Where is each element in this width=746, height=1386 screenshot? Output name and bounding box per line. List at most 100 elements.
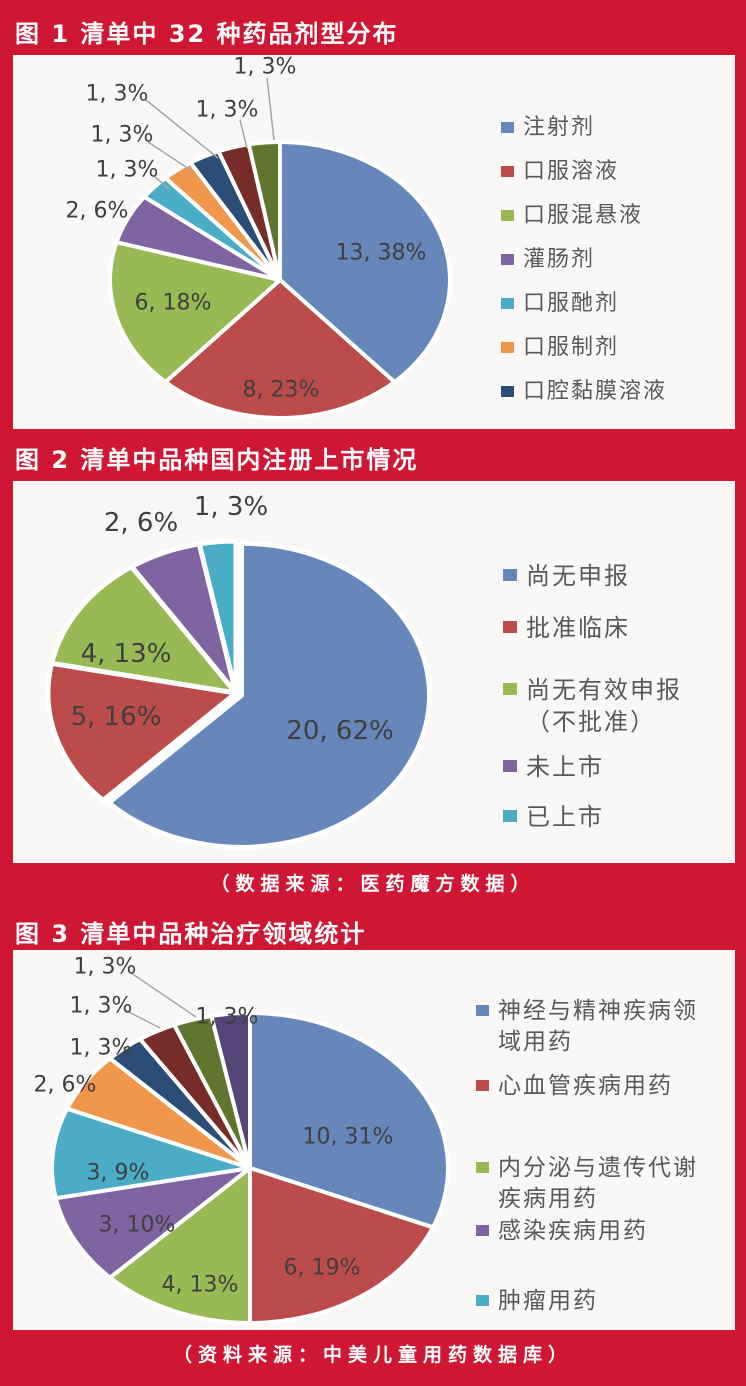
pie-data-label: 4, 13% bbox=[162, 1273, 239, 1298]
legend-item: 心血管疾病用药 bbox=[476, 1071, 673, 1102]
figure3-title: 图 3 清单中品种治疗领域统计 bbox=[15, 920, 367, 948]
legend-label: 灌肠剂 bbox=[523, 247, 596, 272]
label-leader-line bbox=[122, 1045, 130, 1049]
pie-data-label: 20, 62% bbox=[286, 716, 393, 746]
pie-data-label: 1, 3% bbox=[234, 55, 297, 80]
figure3-pie-chart: 10, 31% 6, 19% 4, 13% 3, 10% 3, 9% 2, 6% 1, 3%… bbox=[34, 955, 450, 1325]
legend-swatch bbox=[503, 760, 517, 772]
legend-item: 注射剂 bbox=[501, 113, 595, 143]
pie-data-label: 1, 3% bbox=[196, 98, 259, 123]
legend-item: 口服溶液 bbox=[501, 157, 619, 187]
pie-data-label: 1, 3% bbox=[91, 123, 154, 148]
pie-data-label: 1, 3% bbox=[86, 82, 149, 107]
pie-slice bbox=[248, 1166, 435, 1325]
legend-swatch bbox=[476, 1162, 489, 1173]
pie-slice bbox=[45, 660, 239, 803]
legend-label: 口服酏剂 bbox=[523, 291, 620, 316]
legend-item: 尚无有效申报 （不批准） bbox=[503, 674, 682, 739]
pie-data-label: 13, 38% bbox=[336, 241, 427, 266]
pie-slice bbox=[50, 1106, 252, 1201]
legend-swatch bbox=[501, 166, 514, 177]
legend-item: 内分泌与遗传代谢 疾病用药 bbox=[476, 1153, 698, 1215]
pie-data-label: 6, 19% bbox=[284, 1256, 361, 1281]
legend-label: 心血管疾病用药 bbox=[498, 1073, 673, 1099]
label-leader-line bbox=[124, 1009, 161, 1029]
pie-data-label: 3, 10% bbox=[99, 1213, 176, 1238]
pie-slice bbox=[163, 278, 397, 420]
pie-data-label: 1, 3% bbox=[70, 994, 133, 1019]
legend-item: 灌肠剂 bbox=[501, 245, 595, 275]
legend-swatch bbox=[503, 683, 517, 695]
pie-slice bbox=[108, 240, 282, 384]
legend-swatch bbox=[501, 122, 514, 133]
pie-slice bbox=[53, 1166, 252, 1280]
legend-label: 口服溶液 bbox=[523, 159, 620, 184]
legend-label: 注射剂 bbox=[523, 115, 596, 140]
legend-label: 口腔黏膜溶液 bbox=[523, 379, 668, 404]
label-leader-line bbox=[266, 77, 275, 141]
legend-swatch bbox=[476, 1295, 489, 1306]
legend-item: 感染疾病用药 bbox=[476, 1216, 648, 1247]
label-leader-line bbox=[145, 99, 219, 159]
legend-swatch bbox=[476, 1225, 489, 1236]
pie-data-label: 2, 6% bbox=[104, 508, 178, 538]
pie-data-label: 1, 3% bbox=[196, 1005, 259, 1030]
pie-slice bbox=[106, 540, 433, 850]
figure1-pie-chart: 13, 38% 8, 23% 6, 18% 2, 6% 1, 3% 1, 3% 1, 3% 1… bbox=[66, 55, 452, 420]
pie-data-label: 1, 3% bbox=[74, 955, 137, 980]
figure3-chart-panel: 10, 31% 6, 19% 4, 13% 3, 10% 3, 9% 2, 6% 1, 3%… bbox=[13, 950, 735, 1330]
pie-data-label: 1, 3% bbox=[70, 1036, 133, 1061]
legend-item: 口服制剂 bbox=[501, 333, 619, 363]
pie-data-label: 4, 13% bbox=[81, 639, 172, 669]
pie-data-label: 1, 3% bbox=[194, 492, 268, 522]
legend-item: 未上市 bbox=[503, 751, 604, 783]
legend-item: 口服混悬液 bbox=[501, 201, 643, 231]
legend-label: 神经与精神疾病领 域用药 bbox=[498, 998, 698, 1056]
pie-data-label: 1, 3% bbox=[96, 158, 159, 183]
pie-data-label: 3, 9% bbox=[87, 1161, 150, 1186]
label-leader-line bbox=[239, 119, 248, 149]
legend-swatch bbox=[501, 254, 514, 265]
pie-data-label: 6, 18% bbox=[135, 291, 212, 316]
legend-label: 口服混悬液 bbox=[523, 203, 644, 228]
legend-label: 口服制剂 bbox=[523, 335, 620, 360]
pie-slice bbox=[246, 139, 282, 282]
legend-item: 神经与精神疾病领 域用药 bbox=[476, 996, 698, 1058]
legend-swatch bbox=[503, 810, 517, 822]
pie-data-label: 8, 23% bbox=[243, 378, 320, 403]
legend-item: 批准临床 bbox=[503, 612, 630, 644]
legend-swatch bbox=[501, 210, 514, 221]
pie-data-label: 2, 6% bbox=[34, 1073, 97, 1098]
legend-swatch bbox=[501, 298, 514, 309]
legend-label: 尚无有效申报 （不批准） bbox=[526, 676, 682, 737]
figure2-pie-chart: 20, 62% 5, 16% 4, 13% 2, 6% 1, 3% bbox=[45, 492, 433, 850]
pie-slice bbox=[278, 140, 452, 384]
figure2-chart-panel: 20, 62% 5, 16% 4, 13% 2, 6% 1, 3% 尚无申报 批准临床 尚无… bbox=[13, 481, 735, 863]
legend-swatch bbox=[503, 621, 517, 633]
legend-label: 感染疾病用药 bbox=[498, 1218, 648, 1244]
legend-label: 尚无申报 bbox=[526, 562, 630, 590]
legend-swatch bbox=[501, 386, 514, 397]
pie-data-label: 10, 31% bbox=[303, 1125, 394, 1150]
legend-label: 内分泌与遗传代谢 疾病用药 bbox=[498, 1155, 698, 1213]
legend-swatch bbox=[476, 1005, 489, 1016]
legend-swatch bbox=[503, 569, 517, 581]
pie-slice bbox=[209, 1011, 252, 1170]
legend-label: 已上市 bbox=[526, 803, 604, 831]
legend-item: 尚无申报 bbox=[503, 560, 630, 592]
legend-item: 已上市 bbox=[503, 801, 604, 833]
legend-label: 批准临床 bbox=[526, 614, 630, 642]
label-leader-line bbox=[130, 972, 197, 1018]
legend-swatch bbox=[501, 342, 514, 353]
label-leader-line bbox=[153, 175, 170, 190]
figure2-title: 图 2 清单中品种国内注册上市情况 bbox=[15, 446, 419, 474]
figure2-source: （数据来源：医药魔方数据） bbox=[210, 873, 536, 895]
figure3-source: （资料来源：中美儿童用药数据库） bbox=[172, 1344, 573, 1366]
figure1-chart-panel: 13, 38% 8, 23% 6, 18% 2, 6% 1, 3% 1, 3% 1, 3% 1… bbox=[13, 55, 735, 429]
pie-slice bbox=[248, 1011, 450, 1230]
legend-label: 未上市 bbox=[526, 753, 604, 781]
legend-item: 口腔黏膜溶液 bbox=[501, 377, 667, 407]
legend-item: 口服酏剂 bbox=[501, 289, 619, 319]
pie-slice bbox=[108, 1166, 252, 1325]
